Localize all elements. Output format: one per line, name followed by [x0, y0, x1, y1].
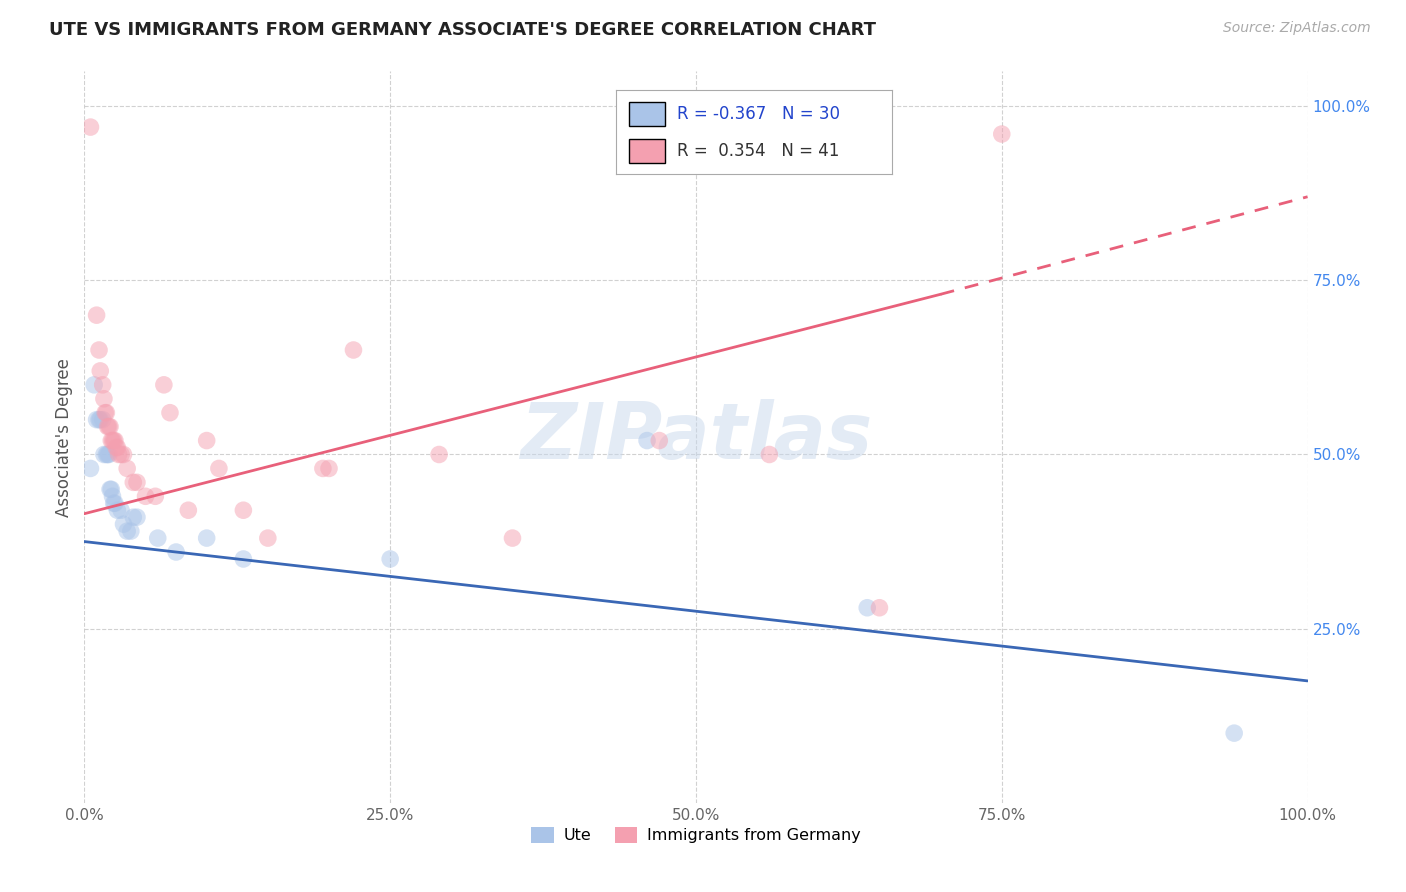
- Point: [208, 461, 231, 475]
- Point: [89, 412, 111, 426]
- Point: [79, 120, 101, 134]
- Point: [342, 343, 364, 357]
- Point: [257, 531, 280, 545]
- Point: [159, 406, 181, 420]
- Point: [120, 524, 142, 538]
- Point: [97, 419, 120, 434]
- Point: [1223, 726, 1246, 740]
- Point: [105, 503, 128, 517]
- Point: [146, 531, 169, 545]
- Point: [86, 308, 108, 322]
- Point: [125, 475, 148, 490]
- Point: [195, 531, 218, 545]
- Point: [103, 496, 125, 510]
- Point: [105, 441, 128, 455]
- Point: [115, 461, 138, 475]
- Point: [100, 483, 122, 497]
- Point: [93, 448, 115, 462]
- Point: [87, 412, 110, 426]
- Point: [648, 434, 671, 448]
- Point: [177, 503, 200, 517]
- Point: [86, 412, 108, 426]
- Point: [232, 503, 254, 517]
- Text: UTE VS IMMIGRANTS FROM GERMANY ASSOCIATE'S DEGREE CORRELATION CHART: UTE VS IMMIGRANTS FROM GERMANY ASSOCIATE…: [49, 21, 876, 38]
- Point: [101, 489, 124, 503]
- Point: [312, 461, 335, 475]
- Point: [89, 364, 111, 378]
- Point: [105, 441, 128, 455]
- Point: [636, 434, 658, 448]
- Point: [97, 448, 120, 462]
- Point: [103, 434, 125, 448]
- Point: [115, 524, 138, 538]
- Point: [502, 531, 524, 545]
- Point: [101, 434, 124, 448]
- Point: [91, 412, 114, 426]
- Point: [125, 510, 148, 524]
- Point: [98, 419, 121, 434]
- Legend: Ute, Immigrants from Germany: Ute, Immigrants from Germany: [524, 821, 868, 850]
- Point: [195, 434, 218, 448]
- Point: [232, 552, 254, 566]
- Point: [122, 475, 145, 490]
- Point: [107, 448, 129, 462]
- Point: [380, 552, 402, 566]
- Point: [143, 489, 166, 503]
- Point: [112, 517, 135, 532]
- Point: [100, 434, 122, 448]
- Point: [153, 377, 176, 392]
- Point: [83, 377, 105, 392]
- Point: [97, 448, 120, 462]
- Point: [104, 496, 127, 510]
- Text: ZIPatlas: ZIPatlas: [520, 399, 872, 475]
- Point: [427, 448, 450, 462]
- Point: [93, 392, 115, 406]
- Point: [104, 434, 127, 448]
- Point: [97, 419, 120, 434]
- Point: [758, 448, 780, 462]
- Point: [112, 448, 135, 462]
- Point: [110, 448, 132, 462]
- Point: [135, 489, 157, 503]
- Point: [122, 510, 145, 524]
- Point: [991, 127, 1014, 141]
- Point: [96, 406, 118, 420]
- Text: Source: ZipAtlas.com: Source: ZipAtlas.com: [1223, 21, 1371, 35]
- Point: [869, 600, 891, 615]
- Point: [87, 343, 110, 357]
- Point: [98, 483, 121, 497]
- Point: [165, 545, 187, 559]
- Point: [110, 503, 132, 517]
- Point: [96, 448, 118, 462]
- Point: [318, 461, 340, 475]
- Y-axis label: Associate's Degree: Associate's Degree: [55, 358, 73, 516]
- Point: [856, 600, 879, 615]
- Point: [94, 406, 117, 420]
- Point: [91, 377, 114, 392]
- Point: [79, 461, 101, 475]
